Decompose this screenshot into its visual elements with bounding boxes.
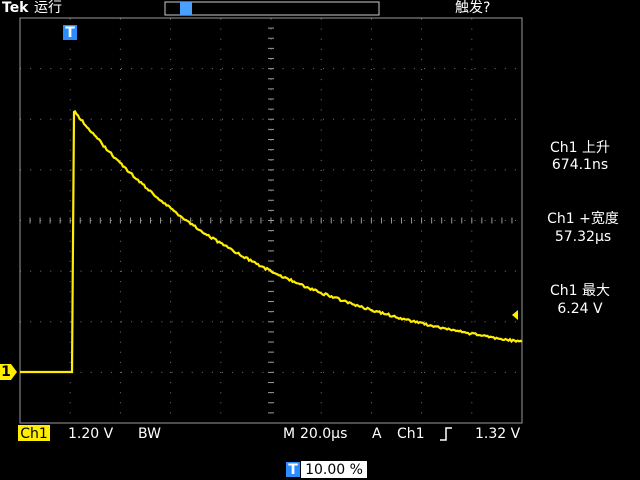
channel: Ch1 — [20, 426, 48, 442]
trigger-level-arrow — [512, 310, 518, 320]
trigger-slope — [440, 427, 452, 441]
brand: Tek — [2, 0, 29, 16]
trigger-state: 触发? — [455, 0, 490, 16]
measurement-label: Ch1 +宽度 — [547, 210, 619, 227]
channel-marker-label: 1 — [1, 364, 11, 380]
bandwidth-limit: BW — [138, 426, 161, 442]
timebase-prefix: M — [283, 426, 295, 442]
waveform — [20, 109, 523, 374]
graticule — [19, 17, 522, 424]
record-view — [180, 2, 192, 15]
timebase: 20.0µs — [300, 426, 347, 442]
measurement-value: 6.24 V — [557, 301, 603, 317]
graticule-border — [19, 17, 523, 424]
run-status: 运行 — [34, 0, 62, 16]
trigger-marker-label: T — [65, 25, 75, 41]
record-bar — [164, 1, 380, 16]
channel-badge — [18, 425, 50, 441]
trigger-position-icon — [286, 462, 300, 477]
trigger-mode: A — [372, 426, 382, 442]
measurement-label: Ch1 最大 — [550, 283, 610, 299]
trigger-position-icon-label: T — [288, 462, 298, 478]
measurement-label: Ch1 上升 — [550, 140, 610, 156]
trigger-position: 10.00 % — [305, 462, 363, 478]
trigger-level: 1.32 V — [475, 426, 521, 442]
measurement-value: 57.32µs — [555, 229, 611, 245]
trigger-position-box — [301, 461, 367, 478]
vertical-scale: 1.20 V — [68, 426, 114, 442]
trigger-source: Ch1 — [397, 426, 425, 442]
measurement-value: 674.1ns — [552, 157, 608, 173]
trigger-marker — [63, 25, 77, 40]
channel-marker — [0, 364, 17, 380]
